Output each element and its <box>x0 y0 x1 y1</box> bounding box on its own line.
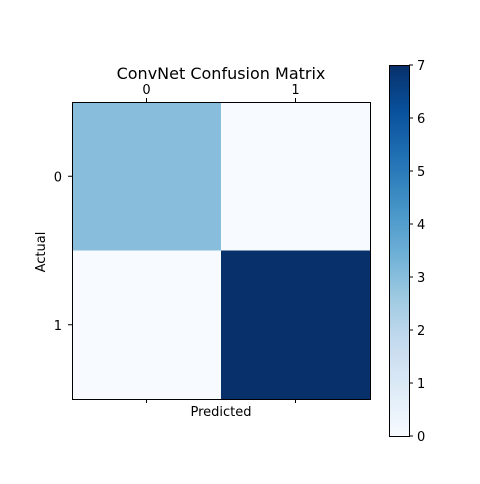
matrix-cell-0-0 <box>72 102 222 251</box>
plot-frame <box>72 102 371 400</box>
y-tick-label: 1 <box>54 319 62 334</box>
matrix-cell-1-1 <box>221 250 371 400</box>
x-tick-label: 1 <box>291 83 299 98</box>
y-axis-ticks: 01 <box>54 170 72 334</box>
colorbar-tick-label: 1 <box>417 377 425 392</box>
colorbar-tick-label: 6 <box>417 112 425 127</box>
matrix-cells <box>72 102 371 400</box>
colorbar-ticks: 0 1 2 3 4 5 6 7 <box>409 59 425 445</box>
y-axis-label: Actual <box>34 232 49 273</box>
y-tick-label: 0 <box>54 170 62 185</box>
chart-title: ConvNet Confusion Matrix <box>117 64 326 83</box>
colorbar-tick-label: 3 <box>417 271 425 286</box>
colorbar-tick-label: 7 <box>417 59 425 74</box>
colorbar-tick-label: 5 <box>417 165 425 180</box>
matrix-cell-0-1 <box>221 102 371 251</box>
colorbar-tick-label: 2 <box>417 324 425 339</box>
matrix-cell-1-0 <box>72 250 222 400</box>
colorbar-tick-label: 4 <box>417 218 425 233</box>
x-axis-label: Predicted <box>190 405 251 420</box>
x-tick-label: 0 <box>142 83 150 98</box>
colorbar <box>389 65 410 437</box>
colorbar-tick-label: 0 <box>417 430 425 445</box>
